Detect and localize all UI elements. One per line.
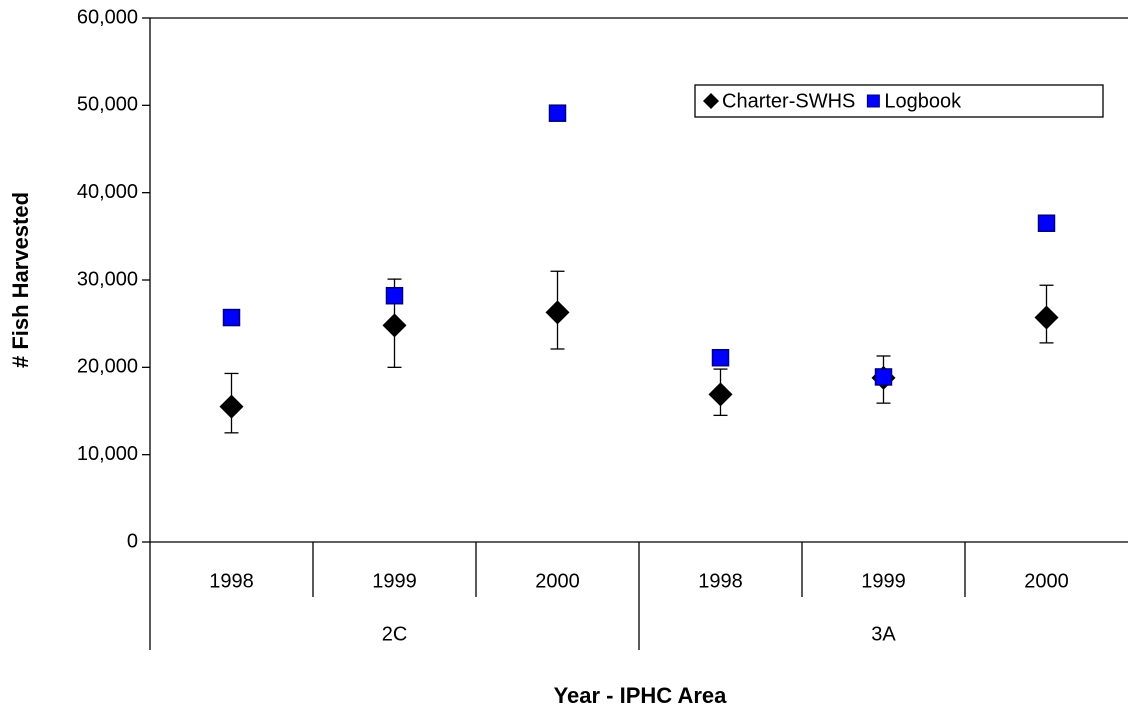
- y-tick-label: 0: [127, 530, 138, 552]
- data-point: [222, 308, 241, 327]
- x-tick-label: 1998: [209, 570, 254, 592]
- legend-box: [694, 84, 1104, 118]
- legend-label: Logbook: [884, 90, 962, 112]
- group-label: 3A: [871, 623, 896, 645]
- legend-marker: [866, 94, 880, 108]
- y-tick-label: 60,000: [77, 6, 138, 28]
- y-tick-label: 20,000: [77, 356, 138, 378]
- y-tick-label: 50,000: [77, 94, 138, 116]
- y-tick-label: 30,000: [77, 268, 138, 290]
- y-axis-title: # Fish Harvested: [8, 192, 33, 368]
- x-tick-label: 1999: [861, 570, 906, 592]
- legend-label: Charter-SWHS: [722, 90, 855, 112]
- data-point: [385, 286, 404, 305]
- x-tick-label: 1998: [698, 570, 743, 592]
- data-point: [219, 394, 244, 419]
- y-tick-label: 40,000: [77, 181, 138, 203]
- x-tick-label: 2000: [1024, 570, 1069, 592]
- data-point: [548, 104, 567, 122]
- data-point: [711, 348, 730, 367]
- x-axis-title: Year - IPHC Area: [554, 683, 728, 708]
- data-point: [1037, 214, 1056, 232]
- data-point: [1034, 305, 1059, 330]
- x-tick-label: 2000: [535, 570, 580, 592]
- data-point: [708, 382, 733, 407]
- legend-marker: [703, 93, 719, 109]
- group-label: 2C: [382, 623, 408, 645]
- x-tick-label: 1999: [372, 570, 417, 592]
- data-point: [545, 300, 570, 325]
- y-tick-label: 10,000: [77, 443, 138, 465]
- data-point: [382, 313, 407, 338]
- data-point: [874, 368, 893, 386]
